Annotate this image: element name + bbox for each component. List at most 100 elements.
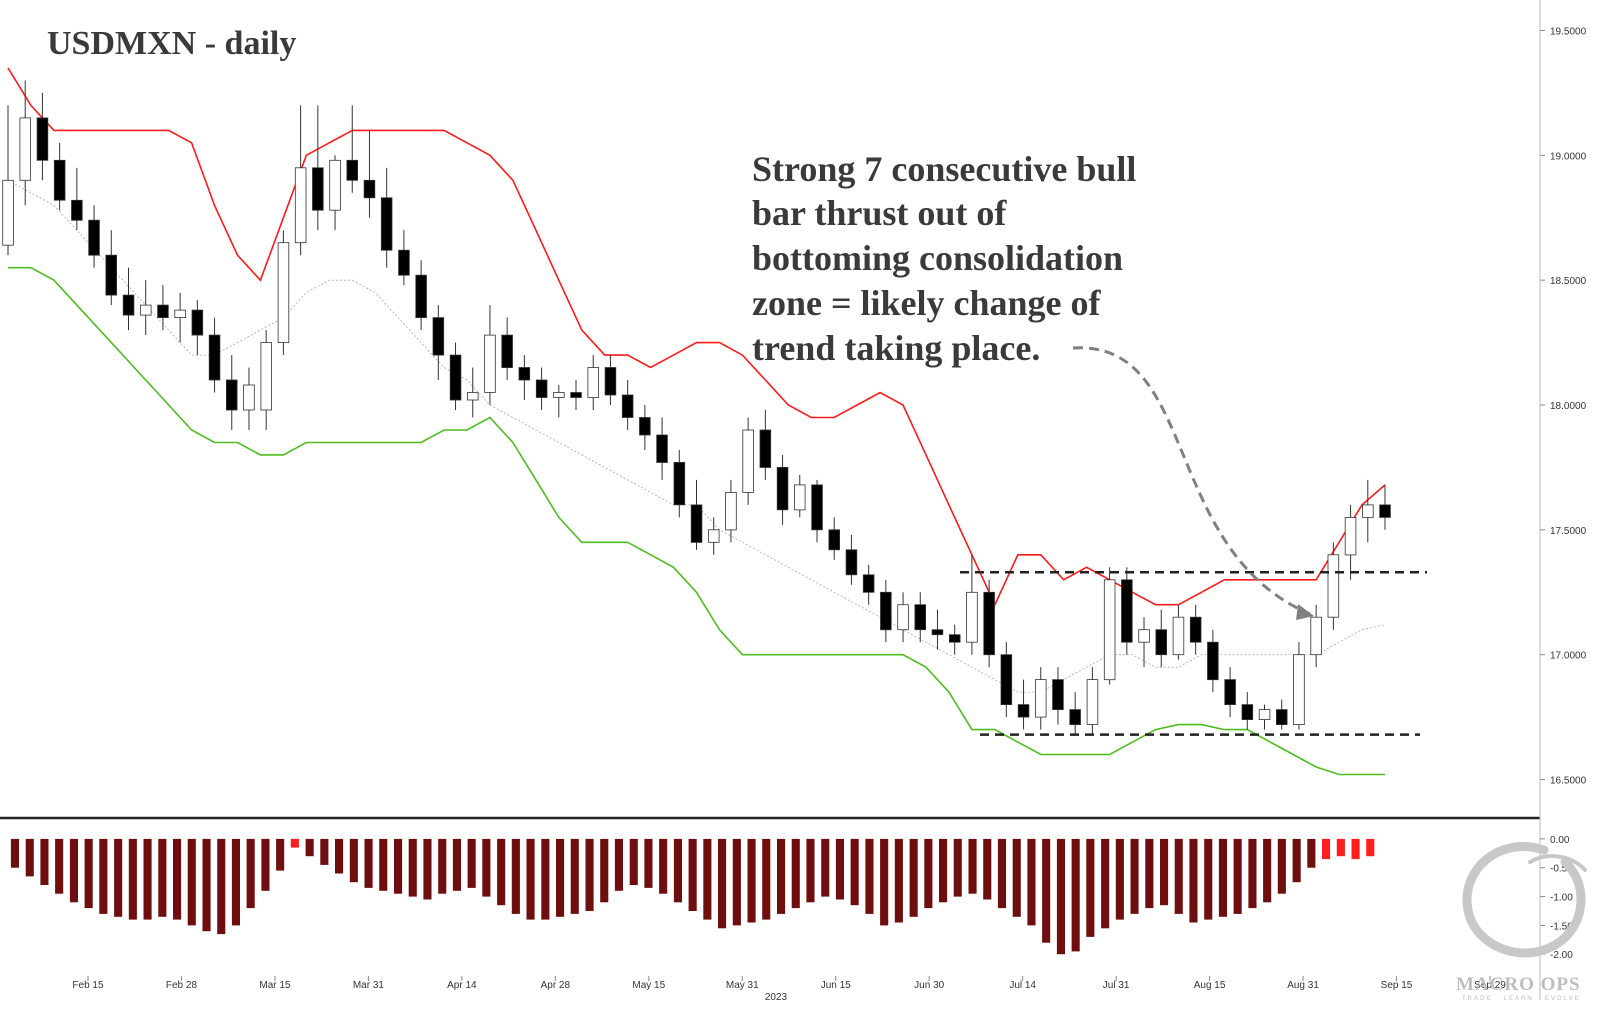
indicator-bar (202, 838, 211, 932)
annotation-arrow-head (1296, 604, 1314, 620)
bear-candle (828, 529, 841, 551)
indicator-bar (688, 838, 697, 911)
indicator-bar (747, 838, 756, 923)
indicator-bar (997, 838, 1006, 909)
indicator-bar (173, 838, 182, 920)
indicator-bar (364, 838, 373, 888)
x-tick-label: Sep 15 (1381, 980, 1413, 991)
x-tick-label: Jul 31 (1103, 980, 1130, 991)
x-year-label: 2023 (765, 992, 788, 1003)
bear-candle (845, 549, 858, 576)
indicator-bar (732, 838, 741, 926)
logo-brand: MACRO OPS (1456, 974, 1581, 995)
y-tick-label: 19.0000 (1550, 151, 1587, 162)
indicator-bar (1292, 838, 1301, 883)
indicator-bar (1336, 838, 1345, 857)
indicator-bar (158, 838, 167, 917)
bear-candle (535, 379, 548, 398)
bear-candle (1121, 579, 1133, 643)
indicator-bar (1189, 838, 1198, 923)
logo-swoosh-icon (1528, 854, 1587, 872)
upper-band-line (7, 67, 1386, 607)
y-tick-label: 19.5000 (1550, 26, 1587, 37)
bull-candle (708, 529, 720, 543)
bear-candle (639, 417, 651, 436)
bear-candle (157, 304, 169, 319)
x-tick-label: May 15 (632, 980, 665, 991)
y-tick-label: 18.5000 (1550, 276, 1587, 287)
indicator-bar (1322, 838, 1331, 860)
bear-candle (1189, 616, 1202, 643)
indicator-bar (865, 838, 874, 914)
indicator-bar (438, 838, 447, 894)
indicator-bar (69, 838, 78, 903)
bull-candle (19, 117, 31, 181)
bull-candle (897, 604, 909, 631)
indicator-bar (953, 838, 962, 897)
bear-candle (88, 219, 100, 256)
indicator-bar (585, 838, 594, 911)
indicator-y-tick-label: -1.50 (1550, 921, 1573, 932)
indicator-bar (659, 838, 668, 894)
indicator-bar (10, 838, 19, 868)
indicator-bar (703, 838, 712, 920)
bear-candle (380, 197, 393, 251)
indicator-bar (1233, 838, 1242, 914)
bear-candle (36, 117, 49, 161)
indicator-bar (1351, 838, 1360, 860)
x-tick-label: Mar 15 (259, 980, 291, 991)
bear-candle (983, 591, 995, 656)
y-tick-label: 16.5000 (1550, 776, 1587, 787)
indicator-bar (806, 838, 815, 903)
indicator-bar (1263, 838, 1272, 903)
bear-candle (1207, 641, 1219, 681)
indicator-bar (497, 838, 506, 906)
bear-candle (570, 392, 582, 398)
indicator-bar (408, 838, 417, 897)
indicator-bar (217, 838, 226, 935)
indicator-bar (556, 838, 565, 917)
bull-candle (1293, 654, 1305, 726)
bull-candle (1258, 709, 1271, 720)
indicator-y-tick-label: -1.00 (1550, 893, 1573, 904)
indicator-bar (128, 838, 137, 920)
indicator-bar (629, 838, 638, 885)
indicator-bar (1160, 838, 1169, 906)
bull-candle (1138, 629, 1150, 643)
indicator-bar (1086, 838, 1095, 937)
indicator-bar (909, 838, 918, 917)
indicator-bar (1204, 838, 1213, 920)
annotation-line-4: zone = likely change of (752, 283, 1101, 323)
bear-candle (432, 317, 445, 356)
bear-candle (776, 466, 789, 511)
bear-candle (862, 574, 875, 593)
bull-candle (1344, 517, 1357, 556)
annotation-arrow (1072, 346, 1311, 616)
indicator-bar (1130, 838, 1139, 914)
bear-candle (208, 334, 221, 381)
macro-ops-logo: MACRO OPS TRADE · LEARN · EVOLVE (1456, 841, 1587, 1002)
bull-candle (484, 334, 496, 393)
x-tick-label: Apr 14 (447, 980, 477, 991)
y-tick-label: 17.0000 (1550, 651, 1587, 662)
bull-candle (466, 392, 479, 401)
bull-candle (1103, 579, 1116, 681)
bear-candle (501, 334, 513, 369)
y-tick-label: 18.0000 (1550, 401, 1587, 412)
bear-candle (1224, 679, 1236, 705)
indicator-bar (320, 838, 329, 865)
bear-candle (931, 629, 944, 636)
indicator-y-tick-label: 0.00 (1550, 835, 1570, 846)
x-tick-label: Feb 15 (72, 980, 104, 991)
x-tick-label: Mar 31 (353, 980, 385, 991)
bull-candle (1035, 679, 1047, 718)
bear-candle (759, 429, 772, 468)
indicator-bar (1174, 838, 1183, 914)
indicator-bar (880, 838, 889, 926)
bear-candle (518, 367, 531, 381)
indicator-bar (335, 838, 344, 874)
indicator-bar (84, 838, 93, 909)
bull-candle (1172, 616, 1185, 656)
